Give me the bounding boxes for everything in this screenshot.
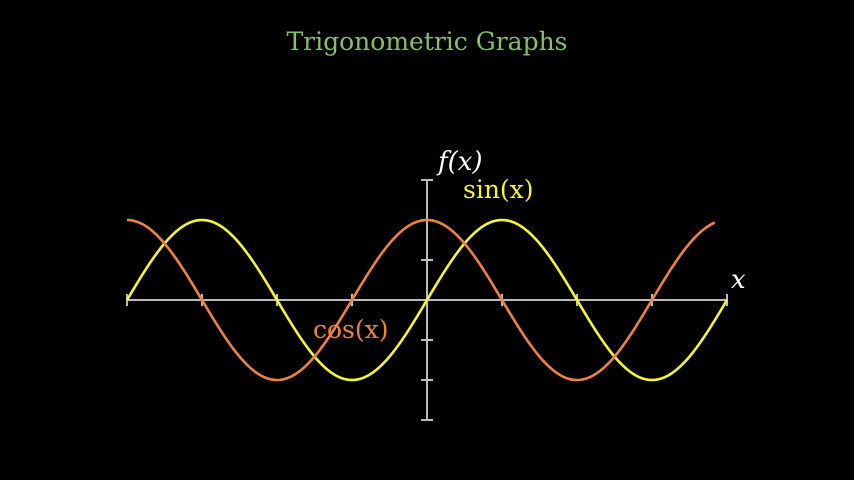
cos-label: cos(x)	[313, 315, 389, 344]
cos-curve	[126, 218, 716, 382]
x-axis-label: x	[731, 265, 746, 295]
sin-label: sin(x)	[463, 175, 534, 204]
y-axis-label: f(x)	[436, 147, 483, 177]
chart-title: Trigonometric Graphs	[286, 27, 567, 56]
sin-curve	[125, 218, 729, 382]
curves	[125, 218, 729, 382]
